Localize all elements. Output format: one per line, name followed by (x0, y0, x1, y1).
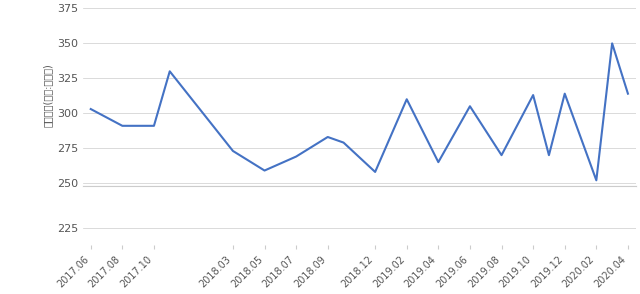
Y-axis label: 거래금액(단위:백만원): 거래금액(단위:백만원) (43, 63, 52, 127)
